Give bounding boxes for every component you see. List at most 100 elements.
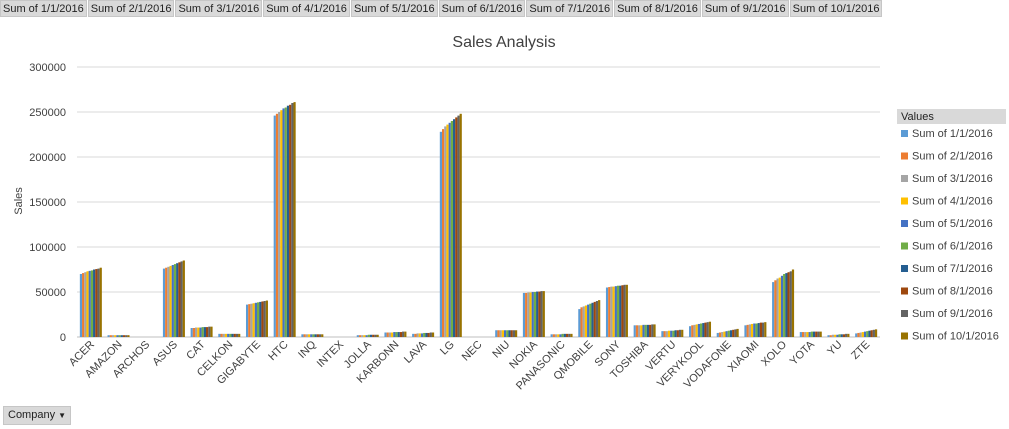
bar — [420, 333, 424, 337]
bar — [278, 112, 281, 337]
bar — [301, 334, 304, 337]
bar — [263, 301, 266, 337]
x-tick-label: HTC — [266, 339, 291, 364]
bar — [503, 330, 507, 337]
bar — [291, 103, 294, 337]
bar — [314, 334, 317, 337]
bar — [704, 322, 707, 337]
y-tick-label: 200000 — [29, 152, 66, 164]
field-button-1[interactable]: Sum of 1/1/2016 — [0, 0, 87, 17]
bar — [787, 272, 790, 337]
bar — [746, 324, 749, 337]
bar — [388, 332, 392, 337]
bar — [727, 330, 730, 337]
bar — [580, 307, 583, 337]
bar — [495, 330, 498, 337]
x-tick-label: NEC — [460, 339, 485, 364]
x-tick-label: LAVA — [402, 338, 430, 366]
x-tick-label: LG — [438, 339, 457, 358]
bar — [508, 330, 511, 337]
legend-entry: Sum of 2/1/2016 — [912, 151, 993, 163]
bar — [840, 334, 843, 337]
bar — [681, 329, 684, 337]
bar — [182, 260, 185, 337]
legend-swatch — [901, 287, 908, 295]
x-tick-label: YOTA — [788, 338, 818, 368]
bar — [587, 304, 590, 337]
bar — [399, 332, 403, 337]
bar — [847, 333, 850, 337]
bar — [753, 323, 756, 337]
field-button-7[interactable]: Sum of 7/1/2016 — [526, 0, 614, 17]
legend-swatch — [901, 130, 908, 137]
bar — [748, 324, 751, 337]
bar — [557, 334, 560, 337]
legend-swatch — [901, 332, 908, 340]
field-button-8[interactable]: Sum of 8/1/2016 — [614, 0, 701, 17]
bar — [791, 269, 795, 337]
bar — [222, 333, 225, 337]
field-button-6[interactable]: Sum of 6/1/2016 — [438, 0, 526, 17]
bar — [122, 335, 126, 337]
bar — [801, 332, 805, 337]
bar — [229, 333, 232, 337]
field-button-10[interactable]: Sum of 10/1/2016 — [789, 0, 883, 17]
bar — [318, 334, 322, 337]
bar — [109, 335, 112, 337]
bar — [82, 273, 85, 337]
bar — [653, 324, 656, 337]
field-button-2[interactable]: Sum of 2/1/2016 — [87, 0, 175, 17]
bar — [367, 334, 370, 337]
bar — [220, 333, 223, 337]
bar — [369, 334, 373, 337]
bar — [570, 333, 573, 337]
field-button-9[interactable]: Sum of 9/1/2016 — [701, 0, 789, 17]
bar — [506, 330, 509, 337]
bar — [836, 334, 839, 337]
bar — [414, 333, 417, 337]
legend-entry: Sum of 9/1/2016 — [912, 308, 993, 320]
bar — [250, 303, 253, 337]
field-button-5[interactable]: Sum of 5/1/2016 — [350, 0, 438, 17]
bar — [810, 331, 813, 337]
bar — [721, 332, 724, 337]
bar — [218, 333, 221, 337]
bar — [725, 331, 728, 337]
bar — [819, 331, 822, 337]
gridlines — [77, 66, 880, 338]
legend-entry: Sum of 5/1/2016 — [912, 218, 993, 230]
bar — [402, 331, 405, 337]
bar — [729, 330, 733, 337]
legend-entry: Sum of 8/1/2016 — [912, 286, 993, 298]
bar — [165, 267, 168, 337]
bar — [265, 300, 268, 337]
field-button-4[interactable]: Sum of 4/1/2016 — [263, 0, 350, 17]
bar — [199, 327, 202, 337]
bar — [284, 107, 287, 337]
bar — [764, 322, 767, 337]
bar — [831, 334, 835, 337]
bar — [427, 332, 430, 337]
bar — [286, 105, 290, 337]
bar — [689, 326, 692, 337]
bar — [565, 333, 569, 337]
bar — [732, 329, 735, 337]
bar — [866, 331, 869, 337]
bar — [178, 262, 181, 337]
chart-title: Sales Analysis — [452, 34, 555, 51]
bar — [457, 115, 460, 337]
bar — [842, 334, 846, 337]
company-field-button[interactable]: Company ▼ — [3, 406, 71, 425]
bar — [446, 124, 449, 337]
bar — [578, 309, 581, 337]
x-tick-label: ASUS — [150, 339, 180, 369]
bar — [256, 302, 260, 337]
bar — [861, 332, 864, 337]
bar — [162, 268, 166, 337]
legend-entry: Sum of 4/1/2016 — [912, 196, 993, 208]
bar — [238, 333, 241, 337]
bar — [708, 321, 712, 337]
field-button-3[interactable]: Sum of 3/1/2016 — [175, 0, 263, 17]
legend-swatch — [901, 310, 908, 317]
bar — [750, 323, 754, 337]
